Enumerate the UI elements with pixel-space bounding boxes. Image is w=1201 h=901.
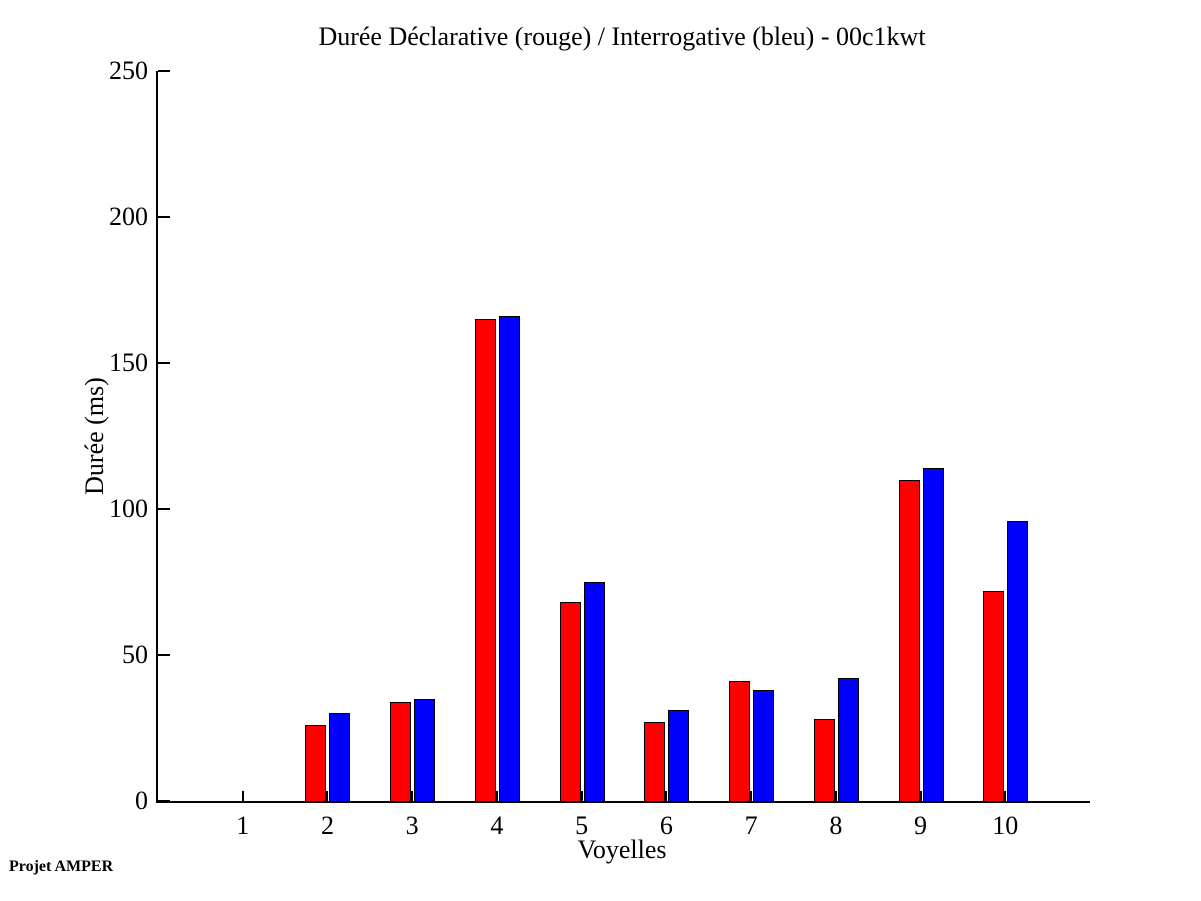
bar-declarative-4 [474, 319, 496, 801]
x-axis-tick [919, 791, 922, 801]
y-tick-label: 200 [109, 202, 148, 231]
x-tick-label: 9 [914, 811, 928, 840]
y-axis-tick [158, 508, 170, 510]
x-axis-label: Voyelles [577, 835, 667, 864]
bar-interrogative-10 [1007, 520, 1029, 801]
bar-interrogative-9 [922, 468, 944, 801]
bar-declarative-9 [898, 479, 920, 801]
bar-declarative-7 [729, 681, 751, 801]
x-axis-tick [834, 791, 837, 801]
y-axis-tick [158, 216, 170, 218]
x-axis-tick [665, 791, 668, 801]
y-axis-tick [158, 654, 170, 656]
x-axis-tick [580, 791, 583, 801]
y-tick-label: 150 [109, 348, 148, 377]
bar-interrogative-6 [668, 710, 690, 801]
bar-declarative-3 [390, 701, 412, 801]
x-axis-tick [411, 791, 414, 801]
bar-interrogative-4 [498, 316, 520, 801]
bar-interrogative-5 [583, 582, 605, 801]
y-tick-label: 0 [135, 786, 148, 815]
x-tick-label: 1 [236, 811, 250, 840]
x-axis-tick [495, 791, 498, 801]
x-tick-label: 3 [405, 811, 419, 840]
y-tick-label: 250 [109, 56, 148, 85]
project-watermark: Projet AMPER [9, 858, 114, 875]
x-tick-label: 10 [992, 811, 1019, 840]
x-tick-label: 5 [575, 811, 589, 840]
y-axis-tick [158, 800, 170, 802]
y-tick-label: 50 [122, 640, 148, 669]
y-axis-tick [158, 70, 170, 72]
y-axis-label: Durée (ms) [80, 377, 109, 495]
bar-declarative-5 [559, 602, 581, 801]
plot-area: 0 50 100 150 200 250 1 2 3 4 5 6 7 8 9 10 [109, 56, 1090, 840]
x-axis-tick [326, 791, 329, 801]
bar-interrogative-2 [329, 713, 351, 801]
bar-interrogative-3 [414, 698, 436, 801]
y-tick-label: 100 [109, 494, 148, 523]
x-axis-tick [1004, 791, 1007, 801]
bar-declarative-2 [305, 725, 327, 801]
chart-title: Durée Déclarative (rouge) / Interrogativ… [318, 22, 926, 51]
y-axis-tick [158, 362, 170, 364]
x-tick-label: 7 [744, 811, 758, 840]
x-tick-label: 2 [320, 811, 334, 840]
x-axis-tick [750, 791, 753, 801]
x-tick-label: 4 [490, 811, 504, 840]
x-tick-label: 6 [659, 811, 673, 840]
bar-interrogative-8 [837, 678, 859, 801]
bar-interrogative-7 [753, 690, 775, 801]
x-axis-tick [241, 791, 244, 801]
bar-declarative-10 [983, 590, 1005, 801]
bar-declarative-6 [644, 722, 666, 801]
bar-declarative-8 [813, 719, 835, 801]
x-tick-label: 8 [829, 811, 843, 840]
